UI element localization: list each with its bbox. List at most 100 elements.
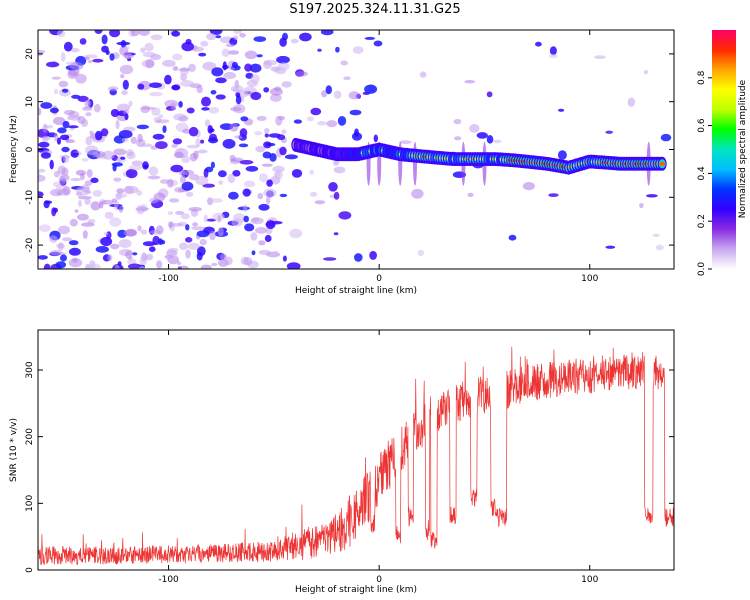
spectrogram-noise-blob bbox=[44, 200, 53, 204]
spectrogram-noise-blob bbox=[364, 84, 378, 94]
spectrogram-noise-blob bbox=[258, 249, 271, 255]
spectrogram-noise-blob bbox=[411, 188, 424, 199]
spectrogram-noise-blob bbox=[417, 249, 424, 257]
spectrogram-noise-blob bbox=[59, 173, 70, 182]
spectrogram-noise-blob bbox=[215, 35, 222, 39]
spectrogram-noise-blob bbox=[335, 46, 340, 53]
spectrogram-noise-blob bbox=[167, 178, 174, 188]
spectrogram-noise-blob bbox=[208, 137, 219, 144]
spectrogram-noise-blob bbox=[118, 205, 124, 213]
spectrogram-y-tick-label: -10 bbox=[25, 190, 35, 205]
spectrogram-noise-blob bbox=[210, 198, 223, 203]
spectrogram-noise-blob bbox=[245, 165, 259, 172]
spectrogram-noise-blob bbox=[68, 258, 83, 268]
spectrogram-noise-blob bbox=[208, 106, 220, 114]
spectrogram-noise-blob bbox=[69, 62, 84, 71]
snr-y-tick-label: 200 bbox=[25, 428, 35, 445]
spectrogram-x-ticks: -100 0 100 bbox=[158, 30, 599, 284]
spectrogram-noise-blob bbox=[201, 107, 210, 111]
spectrogram-noise-blob bbox=[58, 225, 70, 235]
spectrogram-noise-blob bbox=[209, 230, 216, 241]
spectrogram-noise-blob bbox=[255, 145, 266, 153]
spectrogram-noise-blob bbox=[399, 140, 412, 145]
spectrogram-noise-blob bbox=[264, 234, 272, 243]
snr-x-tick-label: 100 bbox=[581, 575, 598, 585]
spectrogram-noise-blob bbox=[170, 102, 176, 111]
spectrogram-noise-blob bbox=[62, 120, 70, 129]
spectrogram-noise-blob bbox=[321, 90, 328, 98]
spectrogram-noise-blob bbox=[187, 242, 200, 250]
spectrogram-noise-blob bbox=[244, 50, 258, 60]
spectrogram-noise-blob bbox=[89, 130, 94, 135]
snr-x-tick-label: 0 bbox=[376, 575, 382, 585]
spectrogram-noise-blob bbox=[58, 242, 64, 251]
spectrogram-noise-blob bbox=[171, 144, 178, 148]
spectrogram-noise-blob bbox=[74, 209, 79, 213]
spectrogram-noise-blob bbox=[71, 94, 81, 99]
spectrogram-noise-blob bbox=[178, 101, 183, 108]
spectrogram-noise-blob bbox=[155, 119, 170, 124]
spectrogram-noise-blob bbox=[333, 232, 339, 236]
spectrogram-noise-blob bbox=[38, 168, 46, 173]
spectrogram-noise-blob bbox=[188, 207, 202, 212]
spectrogram-noise-blob bbox=[189, 152, 198, 162]
spectrogram-noise-blob bbox=[605, 245, 616, 249]
spectrogram-noise-blob bbox=[68, 240, 79, 246]
spectrogram-noise-blob bbox=[235, 95, 242, 105]
spectrogram-noise-blob bbox=[310, 107, 322, 116]
spectrogram-noise-blob bbox=[179, 242, 188, 250]
spectrogram-noise-blob bbox=[639, 202, 644, 209]
spectrogram-noise-blob bbox=[230, 85, 244, 93]
spectrogram-noise-blob bbox=[149, 82, 162, 88]
spectrogram-noise-blob bbox=[261, 163, 273, 167]
spectrogram-noise-blob bbox=[343, 76, 351, 81]
spectrogram-noise-blob bbox=[121, 137, 129, 143]
spectrogram-noise-blob bbox=[137, 133, 143, 143]
spectrogram-noise-blob bbox=[190, 46, 204, 52]
spectrogram-noise-blob bbox=[326, 120, 338, 128]
spectrogram-noise-blob bbox=[228, 191, 239, 200]
spectrogram-noise-blob bbox=[40, 152, 52, 159]
spectrogram-noise-blob bbox=[196, 230, 210, 238]
snr-y-tick-label: 0 bbox=[25, 567, 35, 573]
spectrogram-noise-blob bbox=[195, 175, 209, 186]
spectrogram-noise-blob bbox=[238, 143, 249, 148]
spectrogram-noise-blob bbox=[354, 128, 359, 137]
spectrogram-noise-blob bbox=[266, 179, 273, 187]
spectrogram-noise-blob bbox=[655, 244, 664, 251]
spectrogram-noise-blob bbox=[120, 74, 125, 79]
spectrogram-noise-blob bbox=[467, 192, 474, 197]
spectrogram-noise-blob bbox=[176, 261, 182, 266]
spectrogram-noise-blob bbox=[293, 119, 302, 124]
spectrogram-noise-blob bbox=[75, 169, 87, 176]
spectrogram-noise-blob bbox=[142, 241, 156, 247]
spectrogram-noise-blob bbox=[250, 74, 260, 84]
spectrogram-noise-blob bbox=[218, 180, 224, 185]
spectrogram-noise-blob bbox=[299, 32, 312, 42]
spectrogram-noise-blob bbox=[53, 181, 60, 187]
spectrogram-noise-blob bbox=[272, 165, 285, 173]
spectrogram-noise-blob bbox=[53, 207, 58, 213]
spectrogram-noise-blob bbox=[88, 263, 101, 269]
snr-x-ticks: -100 0 100 bbox=[158, 330, 599, 585]
figure-title: S197.2025.324.11.31.G25 bbox=[289, 2, 460, 17]
spectrogram-noise-blob bbox=[50, 249, 63, 256]
spectrogram-noise-blob bbox=[95, 130, 103, 141]
colorbar-tick-label: 0.4 bbox=[697, 166, 707, 181]
spectrogram-noise-blob bbox=[333, 160, 340, 166]
spectrogram-noise-blob bbox=[211, 67, 224, 77]
spectrogram-noise-blob bbox=[348, 91, 360, 100]
spectrogram-noise-blob bbox=[265, 222, 274, 227]
spectrogram-noise-blob bbox=[124, 113, 129, 121]
colorbar-tick-label: 0.0 bbox=[697, 262, 707, 277]
spectrogram-noise-blob bbox=[232, 170, 241, 177]
spectrogram-noise-blob bbox=[147, 175, 161, 180]
spectrogram-noise-blob bbox=[273, 171, 280, 178]
spectrogram-noise-blob bbox=[180, 213, 190, 220]
colorbar-tick-label: 0.8 bbox=[697, 70, 707, 85]
spectrogram-noise-blob bbox=[258, 203, 270, 211]
spectrogram-noise-blob bbox=[51, 76, 61, 80]
spectrogram-noise-blob bbox=[113, 148, 127, 156]
spectrogram-noise-blob bbox=[222, 138, 236, 149]
spectrogram-noise-blob bbox=[289, 228, 303, 239]
